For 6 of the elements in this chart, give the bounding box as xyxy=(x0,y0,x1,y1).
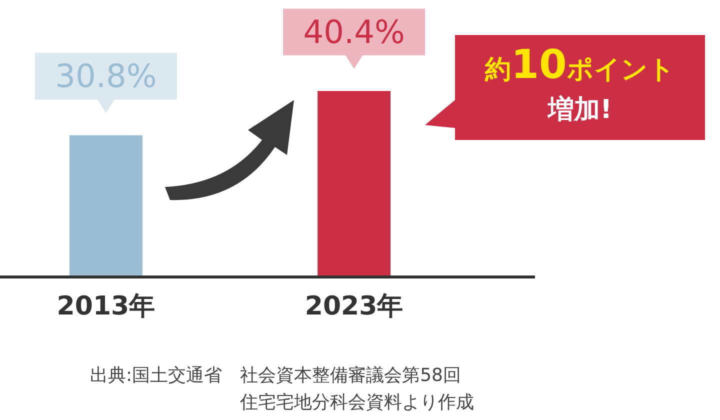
annotation: 約10ポイント増加! xyxy=(484,42,676,127)
source-note: 出典:国土交通省 社会資本整備審議会第58回住宅宅地分科会資料より作成 xyxy=(90,364,476,415)
x-tick-label: 2023年 xyxy=(304,292,404,322)
x-tick-label: 2013年 xyxy=(56,292,156,322)
data-label: 30.8% xyxy=(55,57,157,96)
data-label: 40.4% xyxy=(303,13,405,51)
